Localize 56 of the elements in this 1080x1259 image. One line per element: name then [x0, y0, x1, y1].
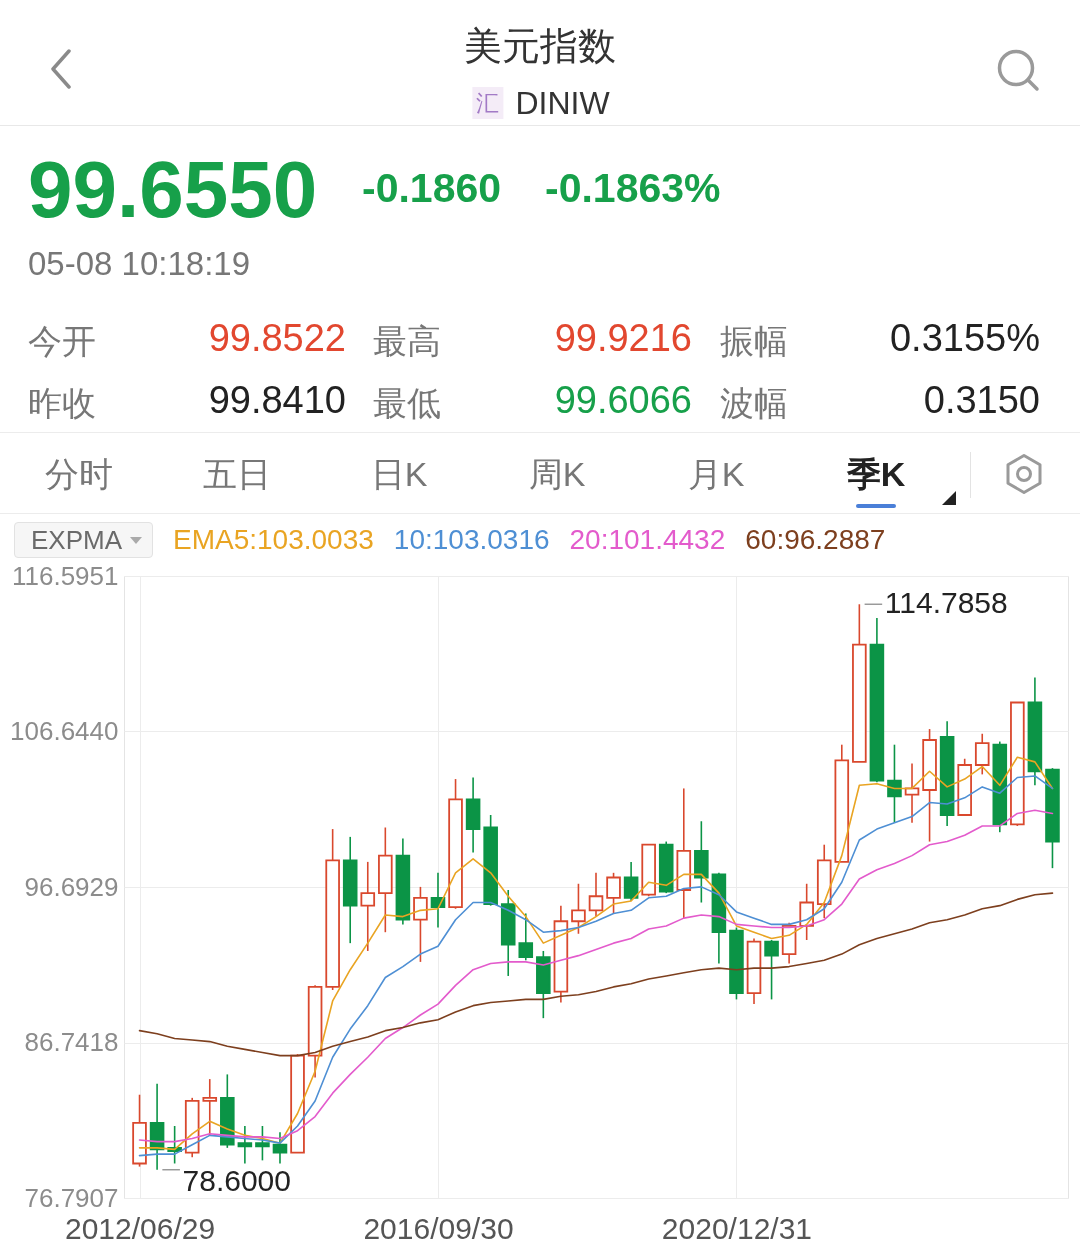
text: 波幅 — [720, 384, 788, 422]
chart-title: 美元指数 — [464, 25, 616, 67]
candlestick — [360, 861, 376, 952]
text: 99.6550 — [28, 145, 318, 234]
y-tick-label: 96.6929 — [24, 871, 119, 902]
dropdown: EXPMA — [14, 522, 153, 558]
text: 振幅 — [720, 322, 788, 360]
badge: 汇 — [472, 87, 504, 119]
text: 0.3155% — [889, 317, 1040, 359]
annotation: 78.6000 — [182, 1163, 291, 1197]
candlestick — [518, 912, 534, 962]
text: 99.6066 — [554, 379, 692, 421]
text: -0.1863% — [545, 165, 721, 211]
candlestick — [904, 762, 920, 824]
text: 今开 — [28, 322, 96, 360]
x-tick-label: 2012/06/29 — [64, 1211, 216, 1245]
text: 季K — [846, 455, 906, 493]
y-tick-label: 86.7418 — [24, 1027, 119, 1057]
text: 05-08 10:18:19 — [28, 245, 251, 282]
text: 最高 — [373, 322, 441, 360]
text: -0.1860 — [362, 165, 502, 211]
line-series — [138, 892, 1054, 1057]
text: 最低 — [373, 384, 441, 422]
text: 20:101.4432 — [569, 524, 726, 556]
text: 日K — [370, 455, 428, 493]
candlestick — [571, 882, 586, 935]
text: EMA5:103.0033 — [173, 524, 374, 556]
x-tick-label: 2016/09/30 — [363, 1211, 514, 1245]
y-tick-label: 106.6440 — [10, 716, 119, 746]
text: 五日 — [203, 455, 271, 493]
candlestick — [606, 872, 621, 915]
candlestick — [588, 872, 604, 918]
candlestick — [764, 939, 779, 1001]
text: 99.9216 — [554, 317, 692, 359]
annotation: 114.7858 — [884, 586, 1008, 620]
candlestick — [255, 1125, 270, 1162]
candlestick — [887, 743, 902, 824]
text: 10:103.0316 — [393, 524, 550, 556]
x-tick-label: 2020/12/31 — [661, 1211, 813, 1245]
text: 99.8410 — [208, 379, 346, 421]
y-tick-label: 76.7907 — [24, 1182, 119, 1213]
candlestick — [623, 861, 639, 902]
text: 月K — [687, 455, 745, 493]
text: 60:96.2887 — [745, 524, 886, 556]
candlestick — [413, 886, 428, 963]
text: 周K — [528, 455, 586, 493]
text: 分时 — [45, 455, 113, 493]
chart-subtitle: DINIW — [515, 85, 610, 121]
y-tick-label: 116.5951 — [11, 560, 119, 591]
candlestick — [237, 1125, 253, 1165]
text: 昨收 — [28, 384, 96, 422]
candlestick — [974, 732, 990, 776]
text: 99.8522 — [208, 317, 346, 359]
legend-title: EXPMA — [31, 525, 123, 555]
text: 0.3150 — [923, 379, 1040, 421]
candlestick — [272, 1131, 288, 1165]
